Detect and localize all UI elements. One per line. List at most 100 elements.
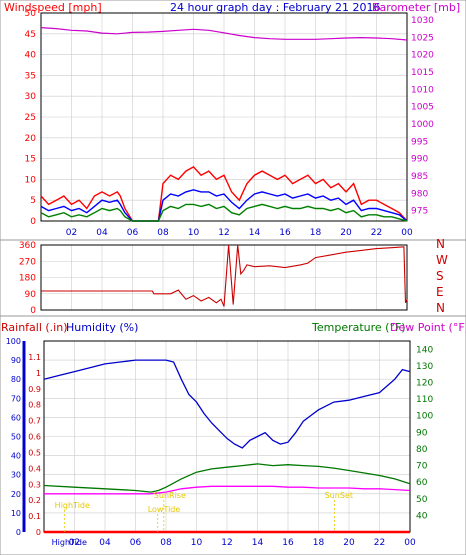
panel1-x-tick-label: 18 [310, 228, 322, 238]
panel1-series [40, 27, 408, 222]
direction-tick-label: 360 [19, 241, 36, 251]
barometer-tick-label: 1025 [411, 33, 434, 43]
event-label: HighTide [55, 501, 90, 510]
barometer-tick-label: 990 [411, 155, 428, 165]
panel3-frame [0, 315, 466, 555]
rainfall-axis: 0 0.1 0.2 0.3 0.4 0.5 0.6 0.7 0.8 0.9 1 1.1 [28, 353, 41, 537]
panel1-series-line-1 [40, 166, 408, 222]
panel1-x-tick-label: 22 [371, 228, 382, 238]
rainfall-tick-label: 0.7 [28, 417, 41, 426]
humidity-tick-label: 0 [16, 528, 21, 537]
barometer-tick-label: 995 [411, 137, 428, 147]
humidity-temperature-panel: 0 0.1 0.2 0.3 0.4 0.5 0.6 0.7 0.8 0.9 1 1.1 0 10 20 30… [0, 315, 466, 555]
barometer-tick-label: 1010 [411, 85, 434, 95]
temperature-tick-label: 40 [416, 511, 428, 521]
rainfall-tick-label: 0.4 [28, 464, 41, 473]
panel1-x-tick-label: 16 [279, 228, 291, 238]
panel1-series-line-2 [40, 189, 408, 222]
panel3-x-tick-label: 02 [69, 538, 80, 548]
panel1-right-axis: 975 980 985 990 995 1000 1005 1010 1015 1020 1025 1… [411, 16, 434, 217]
barometer-tick-label: 985 [411, 172, 428, 182]
compass-label: S [436, 269, 444, 283]
panel3-series [43, 359, 411, 534]
panel1-x-tick-label: 04 [96, 228, 108, 238]
event-label: SunRise [154, 491, 186, 500]
temperature-tick-label: 100 [416, 412, 433, 422]
windspeed-tick-label: 5 [30, 196, 36, 206]
compass-label: N [436, 237, 445, 251]
windspeed-tick-label: 30 [25, 92, 37, 102]
event-label: SunSet [325, 491, 353, 500]
rainfall-tick-label: 0.6 [28, 433, 41, 442]
panel3-x-tick-label: 16 [282, 538, 294, 548]
panel3-x-tick-label: 20 [343, 538, 355, 548]
temperature-tick-label: 90 [416, 428, 428, 438]
barometer-tick-label: 980 [411, 189, 428, 199]
barometer-tick-label: 1020 [411, 51, 434, 61]
windspeed-tick-label: 40 [25, 51, 37, 61]
barometer-tick-label: 975 [411, 207, 428, 217]
panel3-x-tick-label: 00 [404, 538, 416, 548]
humidity-tick-label: 10 [11, 509, 21, 518]
humidity-tick-label: 60 [11, 413, 21, 422]
compass-label: N [436, 301, 445, 315]
panel1-x-tick-label: 02 [66, 228, 77, 238]
panel1-x-tick-label: 12 [218, 228, 229, 238]
windspeed-tick-label: 15 [25, 155, 36, 165]
humidity-axis-label: Humidity (%) [66, 321, 138, 334]
panel1-x-tick-label: 14 [249, 228, 261, 238]
rainfall-tick-label: 1.1 [28, 353, 41, 362]
event-label: LowTide [148, 505, 181, 514]
temperature-tick-label: 50 [416, 495, 428, 505]
rainfall-tick-label: 0.9 [28, 385, 41, 394]
panel3-x-tick-label: 04 [99, 538, 111, 548]
panel1-left-axis: 0 5 10 15 20 25 30 35 40 45 50 [25, 9, 37, 227]
compass-label: E [436, 285, 444, 299]
humidity-tick-label: 50 [11, 433, 21, 442]
windspeed-tick-label: 35 [25, 71, 36, 81]
temperature-tick-label: 80 [416, 445, 428, 455]
panel3-series-line-2 [44, 485, 411, 495]
temperature-tick-label: 60 [416, 478, 428, 488]
panel3-x-tick-label: 08 [160, 538, 172, 548]
windspeed-tick-label: 45 [25, 30, 36, 40]
panel3-events: HighTide HighTide SunRise LowTide SunSet [52, 491, 353, 547]
event-label: HighTide [52, 538, 87, 547]
rainfall-tick-label: 1 [36, 369, 41, 378]
temperature-axis-label: Temperature (°F) [311, 321, 406, 334]
panel3-x-tick-label: 06 [130, 538, 142, 548]
humidity-tick-label: 90 [11, 356, 21, 365]
panel1-x-axis: 02 04 06 08 10 12 14 16 18 20 22 00 [66, 228, 413, 238]
chart-title: 24 hour graph day : February 21 2016 [170, 1, 381, 14]
barometer-axis-label: Barometer [mb] [372, 1, 460, 14]
temperature-tick-label: 70 [416, 462, 428, 472]
rainfall-tick-label: 0.3 [28, 480, 41, 489]
rainfall-tick-label: 0 [36, 528, 41, 537]
humidity-axis: 0 10 20 30 40 50 60 70 80 90 100 [6, 337, 21, 537]
panel2-series [41, 244, 408, 307]
humidity-tick-label: 30 [11, 471, 21, 480]
panel1-x-tick-label: 08 [157, 228, 169, 238]
panel1-plot-border [40, 12, 408, 222]
panel1-x-tick-label: 00 [401, 228, 413, 238]
panel3-x-axis: 02 04 06 08 10 12 14 16 18 20 22 00 [69, 538, 416, 548]
panel1-series-line-0 [40, 27, 408, 41]
panel3-x-tick-label: 22 [374, 538, 385, 548]
temperature-tick-label: 120 [416, 379, 433, 389]
windspeed-tick-label: 10 [25, 175, 37, 185]
panel2-left-axis: 0 90 180 270 360 [19, 241, 36, 316]
dew-point-axis-label: Dew Point (°F) [390, 321, 466, 334]
panel3-series-line-0 [43, 359, 411, 449]
direction-tick-label: 0 [30, 306, 36, 316]
rainfall-tick-label: 0.2 [28, 496, 41, 505]
panel1-x-tick-label: 20 [340, 228, 352, 238]
barometer-tick-label: 1000 [411, 120, 434, 130]
temperature-tick-label: 110 [416, 395, 433, 405]
panel1-x-tick-label: 06 [127, 228, 139, 238]
panel3-series-line-1 [43, 463, 411, 493]
compass-label: W [436, 253, 448, 267]
